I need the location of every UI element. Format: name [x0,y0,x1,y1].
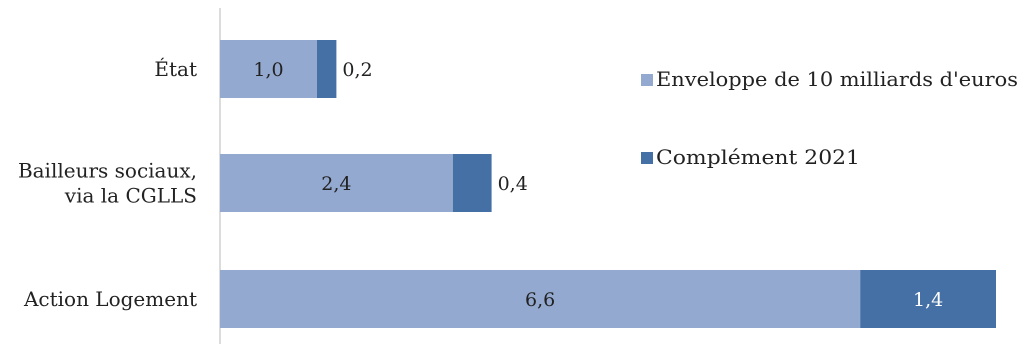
legend-label-enveloppe: Enveloppe de 10 milliards d'euros [656,67,1018,91]
legend-swatch-enveloppe [641,74,653,86]
bar-enveloppe-2 [220,270,861,328]
legend-label-complement: Complément 2021 [656,145,860,169]
bar-enveloppe-1 [220,154,453,212]
category-label-0: État [154,57,197,81]
bar-complement-1 [452,154,492,212]
data-label-enveloppe-1: 2,4 [321,173,351,195]
legend-swatch-complement [641,152,653,164]
data-label-enveloppe-0: 1,0 [253,59,283,81]
category-label-2: Action Logement [23,287,197,311]
category-label-1-line-1: via la CGLLS [64,184,197,208]
category-labels: État Bailleurs sociaux,via la CGLLS Action… [18,57,197,311]
data-label-complement-1: 0,4 [498,173,528,195]
category-label-1-line-0: Bailleurs sociaux, [18,159,197,183]
data-label-enveloppe-2: 6,6 [525,289,555,311]
bar-enveloppe-0 [220,40,317,98]
bar-complement-2 [860,270,996,328]
legend: Enveloppe de 10 milliards d'euros Complém… [641,67,1018,169]
data-label-complement-0: 0,2 [342,59,372,81]
data-label-complement-2: 1,4 [913,289,943,311]
bar-complement-0 [317,40,337,98]
bars-group: 1,0 0,2 2,4 0,4 6,6 1,4 [220,40,996,328]
